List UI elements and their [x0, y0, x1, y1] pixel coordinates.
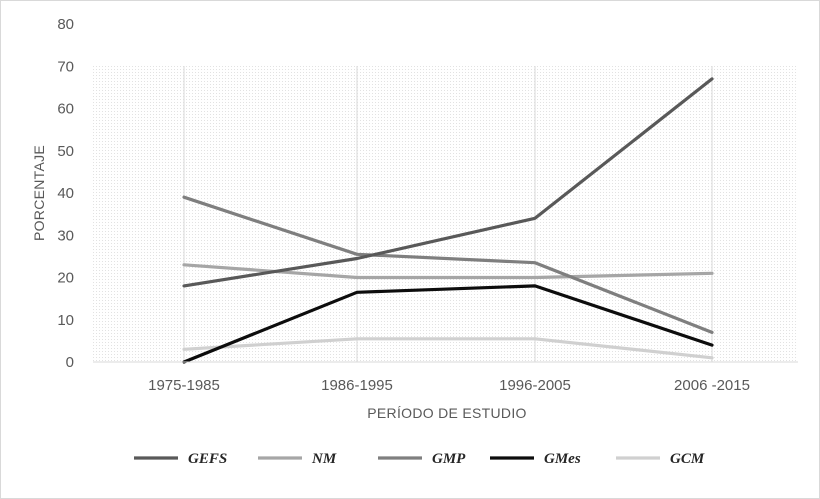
- x-tick-label: 1975-1985: [148, 377, 220, 394]
- series-line-gcm: [182, 337, 714, 360]
- series-line-gefs: [182, 77, 714, 288]
- y-tick-label: 30: [57, 227, 74, 244]
- x-tick-label: 2006 -2015: [674, 377, 750, 394]
- series-line-gmp: [182, 195, 714, 334]
- x-axis: 1975-1985 1986-1995 1996-2005 2006 -2015: [148, 377, 750, 394]
- series-lines: [182, 77, 714, 364]
- legend-label-nm: NM: [311, 451, 337, 467]
- y-tick-label: 80: [57, 16, 74, 33]
- legend-label-gmp: GMP: [432, 451, 466, 467]
- series-line-gmes: [182, 284, 714, 364]
- x-tick-label: 1986-1995: [321, 377, 393, 394]
- y-tick-label: 0: [66, 354, 74, 371]
- y-tick-label: 10: [57, 312, 74, 329]
- y-axis-title: PORCENTAJE: [31, 145, 47, 241]
- legend-label-gmes: GMes: [544, 451, 581, 467]
- plot-area: [93, 66, 798, 362]
- y-tick-label: 40: [57, 185, 74, 202]
- category-lines: [183, 66, 713, 362]
- legend-label-gefs: GEFS: [188, 451, 227, 467]
- y-tick-label: 20: [57, 270, 74, 287]
- legend: GEFS NM GMP GMes GCM: [134, 451, 705, 467]
- y-tick-label: 50: [57, 143, 74, 160]
- y-axis: 0 10 20 30 40 50 60 70 80: [57, 16, 74, 371]
- legend-label-gcm: GCM: [670, 451, 705, 467]
- y-tick-label: 70: [57, 58, 74, 75]
- y-tick-label: 60: [57, 101, 74, 118]
- x-tick-label: 1996-2005: [499, 377, 571, 394]
- x-axis-title: PERÍODO DE ESTUDIO: [367, 405, 526, 421]
